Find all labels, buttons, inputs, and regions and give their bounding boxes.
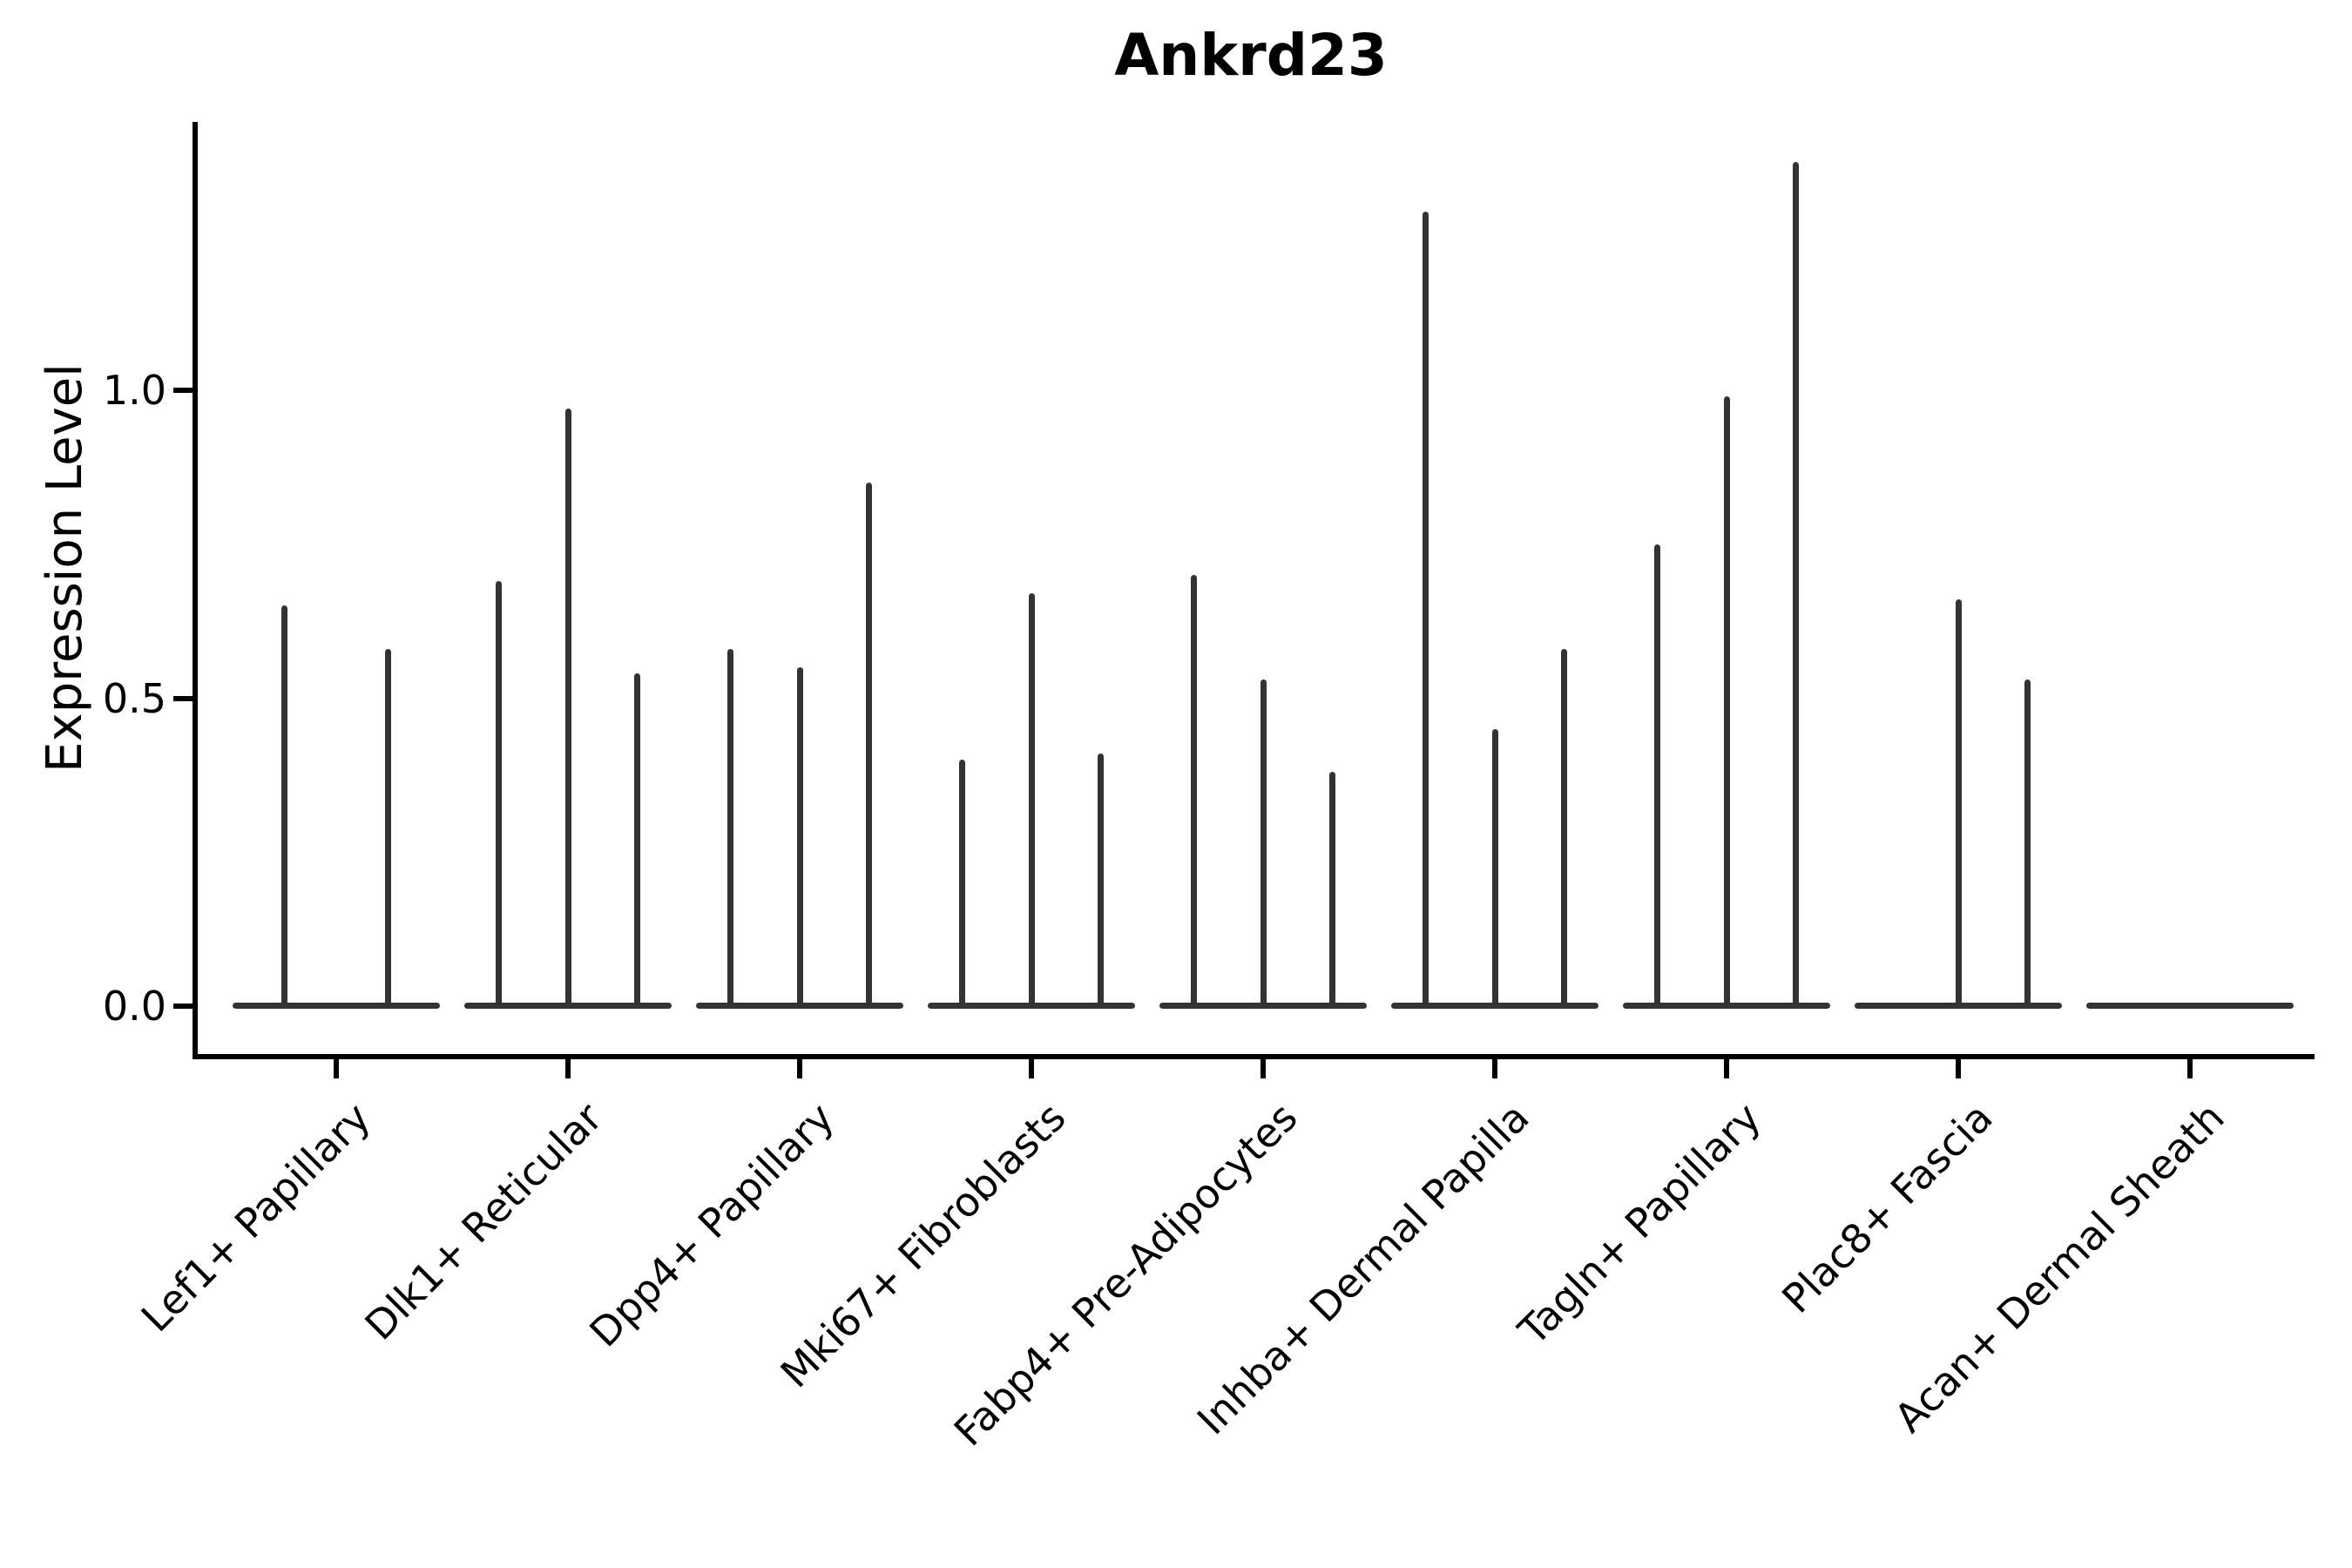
- y-tick-label: 0.0: [102, 983, 166, 1030]
- violin-spike: [1028, 593, 1035, 1009]
- violin-spike: [1097, 754, 1104, 1009]
- violin-spike: [1491, 728, 1498, 1009]
- violin-spike: [865, 483, 872, 1009]
- x-tick-label: Lef1+ Papillary: [132, 1093, 380, 1342]
- violin-spike: [1792, 162, 1799, 1009]
- y-tick-mark: [173, 1004, 193, 1009]
- x-tick-label: Inhba+ Dermal Papilla: [1187, 1093, 1538, 1444]
- violin-spike: [959, 760, 966, 1009]
- x-tick-mark: [797, 1059, 802, 1078]
- x-tick-label: Mki67+ Fibroblasts: [771, 1093, 1075, 1397]
- violin-spike: [2024, 679, 2031, 1009]
- violin-spike: [385, 648, 391, 1009]
- violin-spike: [1654, 544, 1661, 1009]
- x-tick-label: Fabp4+ Pre-Adipocytes: [944, 1093, 1307, 1456]
- y-tick-label: 0.5: [102, 674, 166, 722]
- x-tick-mark: [1029, 1059, 1034, 1078]
- x-tick-mark: [1724, 1059, 1729, 1078]
- chart-title: Ankrd23: [1114, 22, 1388, 89]
- x-tick-mark: [1956, 1059, 1961, 1078]
- x-tick-mark: [1492, 1059, 1497, 1078]
- y-axis-spine: [193, 122, 198, 1059]
- violin-spike: [1723, 396, 1730, 1009]
- y-tick-label: 1.0: [102, 367, 166, 414]
- x-axis-spine: [193, 1054, 2315, 1059]
- violin-spike: [564, 409, 571, 1009]
- x-tick-mark: [1260, 1059, 1266, 1078]
- x-tick-mark: [334, 1059, 339, 1078]
- y-axis-label: Expression Level: [37, 363, 93, 773]
- violin-spike: [496, 581, 503, 1009]
- x-tick-label: Tagln+ Papillary: [1509, 1093, 1770, 1355]
- violin-spike: [1955, 599, 1962, 1009]
- x-tick-label: Dpp4+ Papillary: [580, 1093, 843, 1356]
- violin-spike: [1191, 575, 1198, 1009]
- x-tick-label: Plac8+ Fascia: [1773, 1093, 2002, 1322]
- violin-baseline: [233, 1003, 440, 1009]
- x-tick-label: Acan+ Dermal Sheath: [1885, 1093, 2234, 1442]
- violin-spike: [1328, 772, 1335, 1009]
- violin-spike: [1260, 679, 1267, 1009]
- violin-spike: [796, 667, 803, 1009]
- violin-spike: [727, 648, 734, 1009]
- violin-spike: [281, 605, 287, 1009]
- violin-spike: [1560, 648, 1567, 1009]
- x-tick-mark: [2187, 1059, 2193, 1078]
- violin-spike: [633, 673, 640, 1009]
- violin-spike: [1423, 211, 1429, 1009]
- violin-baseline: [2086, 1003, 2294, 1009]
- x-tick-mark: [565, 1059, 571, 1078]
- y-tick-mark: [173, 695, 193, 701]
- y-tick-mark: [173, 388, 193, 393]
- x-tick-label: Dlk1+ Reticular: [355, 1093, 612, 1349]
